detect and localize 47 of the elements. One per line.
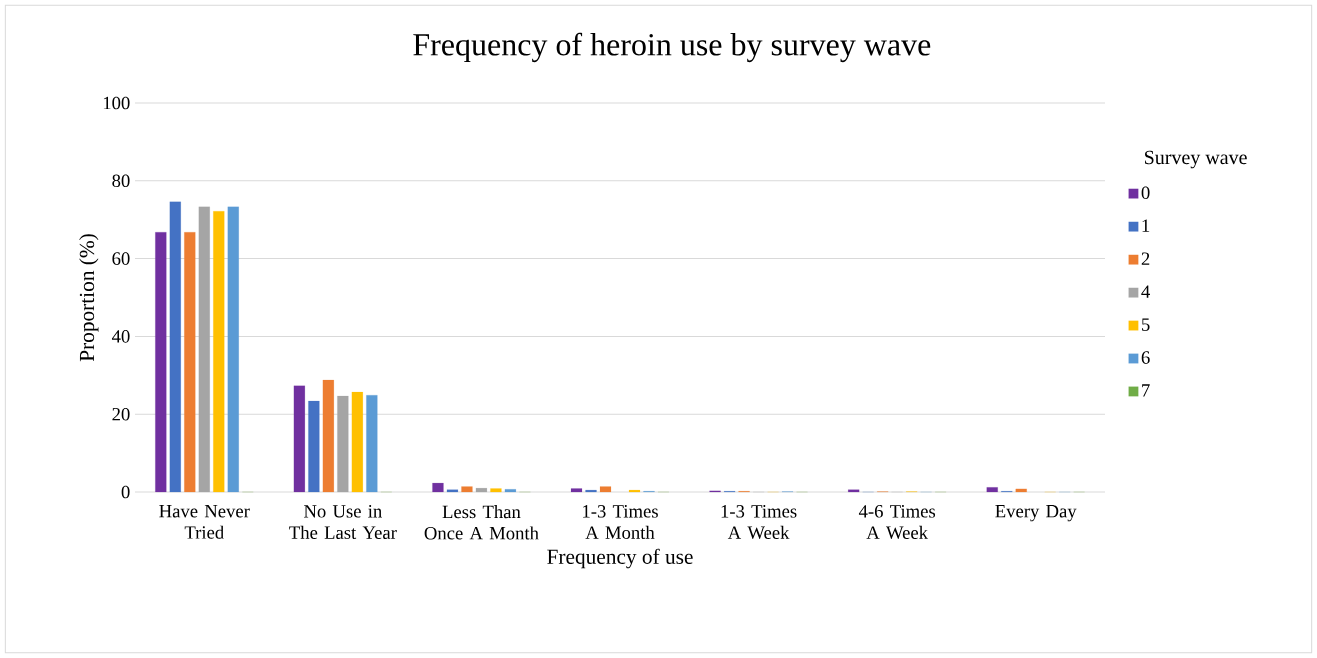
bar bbox=[155, 232, 167, 493]
bar bbox=[570, 488, 583, 493]
legend-label: 2 bbox=[1141, 252, 1150, 265]
bar bbox=[227, 206, 239, 493]
bar bbox=[1015, 488, 1027, 493]
bar bbox=[184, 232, 196, 493]
bar bbox=[308, 400, 320, 493]
bar bbox=[322, 379, 334, 493]
x-tick-label: 1-3 Times A Week bbox=[721, 505, 797, 540]
bar bbox=[337, 395, 349, 493]
y-tick-label: 0 bbox=[121, 485, 130, 499]
bar bbox=[293, 385, 305, 493]
legend-label: 4 bbox=[1141, 285, 1150, 298]
bar bbox=[366, 395, 378, 493]
legend-label: 7 bbox=[1142, 384, 1150, 397]
legend-label: 0 bbox=[1141, 186, 1150, 199]
bar bbox=[461, 486, 473, 493]
x-tick-label: Every Day bbox=[995, 505, 1077, 522]
x-axis-title: Frequency of use bbox=[547, 548, 693, 569]
y-axis-title: Proportion (%) bbox=[79, 234, 99, 362]
bar bbox=[986, 487, 998, 493]
legend-title: Survey wave bbox=[1145, 150, 1247, 169]
bar bbox=[599, 486, 612, 493]
bar bbox=[213, 211, 225, 493]
legend-label: 1 bbox=[1142, 219, 1150, 232]
y-tick-label: 20 bbox=[112, 407, 130, 421]
chart-title: Frequency of heroin use by survey wave bbox=[413, 32, 931, 63]
bar bbox=[432, 482, 444, 493]
x-tick-label: Have Never Tried bbox=[159, 505, 250, 539]
bar bbox=[504, 489, 516, 493]
y-tick-label: 100 bbox=[103, 96, 130, 110]
bar bbox=[848, 489, 860, 493]
x-tick-label: Less Than Once A Month bbox=[424, 505, 539, 540]
bar bbox=[198, 206, 210, 493]
x-tick-label: 4-6 Times A Week bbox=[858, 505, 936, 540]
bar bbox=[351, 391, 363, 493]
y-tick-label: 60 bbox=[112, 252, 130, 265]
bar bbox=[475, 488, 488, 493]
x-tick-label: 1-3 Times A Month bbox=[583, 505, 658, 539]
y-tick-label: 80 bbox=[112, 174, 130, 188]
y-tick-label: 40 bbox=[111, 330, 130, 343]
legend-label: 5 bbox=[1142, 318, 1150, 331]
bar bbox=[446, 489, 459, 493]
bar bbox=[490, 488, 502, 493]
x-tick-label: No Use in The Last Year bbox=[289, 505, 397, 539]
bar bbox=[169, 201, 181, 493]
legend-label: 6 bbox=[1141, 351, 1150, 364]
